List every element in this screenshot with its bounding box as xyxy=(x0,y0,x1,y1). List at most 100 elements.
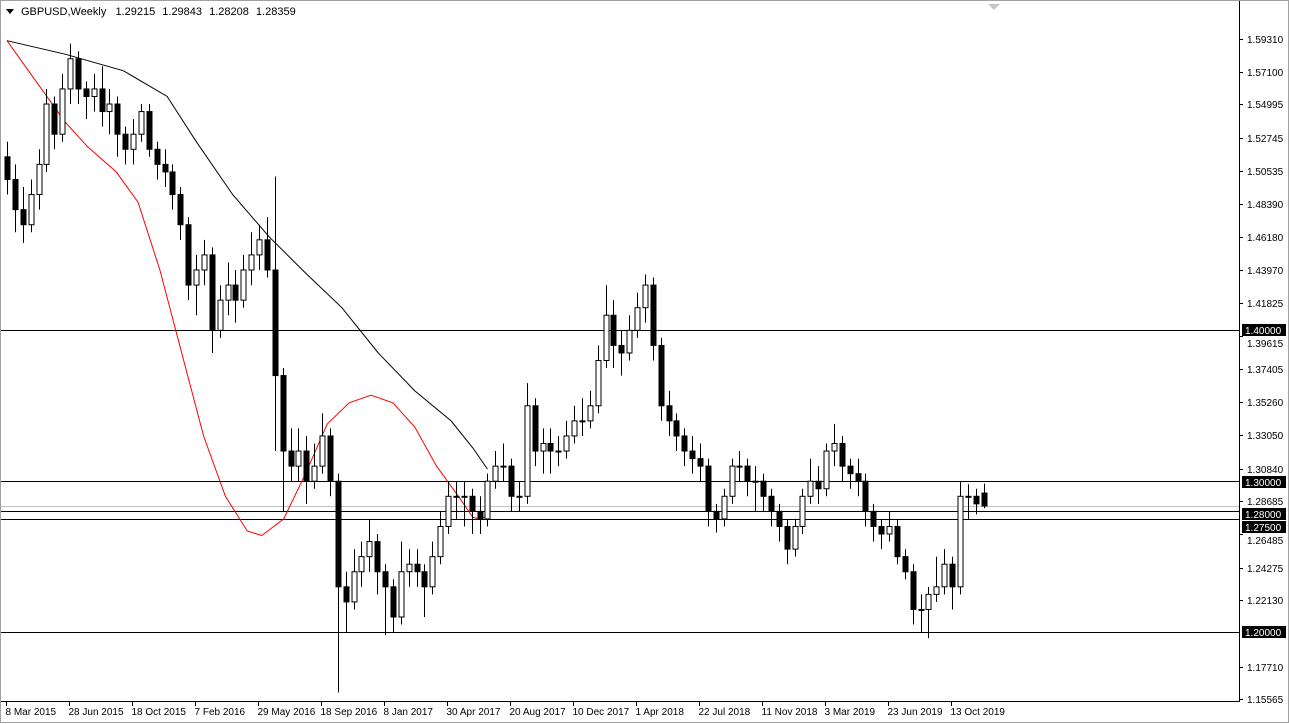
candle xyxy=(736,451,743,482)
candle xyxy=(193,254,200,316)
candle xyxy=(421,564,428,617)
bearish-candle-body xyxy=(768,495,775,512)
price-tick-label: 1.33050 xyxy=(1247,431,1284,442)
candle xyxy=(744,458,751,497)
bullish-candle-body xyxy=(823,450,830,490)
chart-corner-icon xyxy=(988,4,1000,10)
candle xyxy=(500,443,507,482)
candle xyxy=(532,398,539,467)
bearish-candle-body xyxy=(272,269,279,377)
candle xyxy=(280,368,287,512)
bearish-candle-body xyxy=(154,148,161,165)
bearish-candle-body xyxy=(815,480,822,490)
bearish-candle-body xyxy=(169,171,176,196)
level-label: 1.40000 xyxy=(1245,326,1282,337)
bullish-candle-body xyxy=(563,435,570,452)
level-label-box xyxy=(1242,626,1286,638)
price-axis[interactable]: 1.59310 1.57100 1.54995 1.52745 1.50535 1.483… xyxy=(1239,35,1284,706)
level-label: 1.20000 xyxy=(1245,628,1282,639)
candle xyxy=(217,285,224,338)
bullish-candle-body xyxy=(130,133,137,150)
price-tick-label: 1.41825 xyxy=(1247,299,1284,310)
candle xyxy=(185,217,192,301)
time-tick-label: 8 Jan 2017 xyxy=(384,707,434,718)
bullish-candle-body xyxy=(642,284,649,309)
candle xyxy=(91,73,98,112)
bearish-candle-body xyxy=(146,111,153,150)
candle xyxy=(729,458,736,504)
candle xyxy=(122,126,129,165)
level-label-box xyxy=(1242,508,1286,520)
time-axis[interactable]: 8 Mar 2015 28 Jun 2015 18 Oct 2015 7 Feb 20… xyxy=(6,701,1006,718)
time-tick-label: 22 Jul 2018 xyxy=(699,707,751,718)
chart-menu-icon[interactable] xyxy=(6,9,14,14)
close-value: 1.28359 xyxy=(255,6,296,18)
bullish-candle-body xyxy=(106,103,113,113)
price-tick-label: 1.39615 xyxy=(1247,339,1284,350)
bearish-candle-body xyxy=(83,88,90,97)
bullish-candle-body xyxy=(248,254,255,271)
level-label-box xyxy=(1242,476,1286,488)
candle xyxy=(618,330,625,376)
bullish-candle-body xyxy=(429,556,436,588)
price-tick-label: 1.50535 xyxy=(1247,167,1284,178)
bullish-candle-body xyxy=(587,405,594,422)
candle xyxy=(540,428,547,474)
bearish-candle-body xyxy=(12,178,19,211)
bullish-candle-body xyxy=(516,495,523,498)
time-tick-label: 13 Oct 2019 xyxy=(951,707,1006,718)
candle xyxy=(666,390,673,436)
candle xyxy=(484,473,491,527)
candle xyxy=(327,428,334,497)
bearish-candle-body xyxy=(847,465,854,475)
bearish-candle-body xyxy=(99,88,106,113)
price-tick-label: 1.57100 xyxy=(1247,68,1284,79)
candle xyxy=(106,88,113,135)
chart-title: GBPUSD,Weekly 1.29215 1.29843 1.28208 1.… xyxy=(21,6,300,18)
candle xyxy=(358,541,365,587)
price-tick-label: 1.52745 xyxy=(1247,134,1284,145)
candle xyxy=(547,428,554,474)
bullish-candle-body xyxy=(941,563,948,588)
bearish-candle-body xyxy=(288,450,295,467)
price-tick-label: 1.24275 xyxy=(1247,564,1284,575)
time-tick-label: 3 Mar 2019 xyxy=(825,707,876,718)
candle xyxy=(721,488,728,527)
time-tick-label: 30 Apr 2017 xyxy=(447,707,501,718)
candle xyxy=(760,473,767,512)
bullish-candle-body xyxy=(138,111,145,135)
candle xyxy=(595,345,602,414)
candle xyxy=(209,247,216,353)
bearish-candle-body xyxy=(776,510,783,527)
candle xyxy=(130,119,137,165)
candle xyxy=(264,217,271,278)
candle xyxy=(981,483,988,509)
bullish-candle-body xyxy=(453,495,460,498)
bullish-candle-body xyxy=(555,450,562,453)
candle xyxy=(642,274,649,323)
candle xyxy=(626,315,633,361)
candle xyxy=(681,428,688,467)
candle xyxy=(847,458,854,489)
candle xyxy=(232,269,239,323)
bullish-candle-body xyxy=(571,420,578,437)
bullish-candle-body xyxy=(295,450,302,467)
bullish-candle-body xyxy=(634,307,641,331)
candle xyxy=(477,496,484,535)
bullish-candle-body xyxy=(807,480,814,497)
bearish-candle-body xyxy=(862,480,869,512)
candle xyxy=(319,413,326,474)
candle xyxy=(303,435,310,504)
bearish-candle-body xyxy=(910,571,917,610)
bullish-candle-body xyxy=(240,269,247,301)
candle xyxy=(225,262,232,316)
candle xyxy=(634,292,641,338)
candle xyxy=(366,518,373,572)
candle xyxy=(658,337,665,421)
bearish-candle-body xyxy=(114,103,121,135)
candle xyxy=(807,458,814,504)
level-label-box xyxy=(1242,324,1286,336)
candle xyxy=(12,164,19,233)
